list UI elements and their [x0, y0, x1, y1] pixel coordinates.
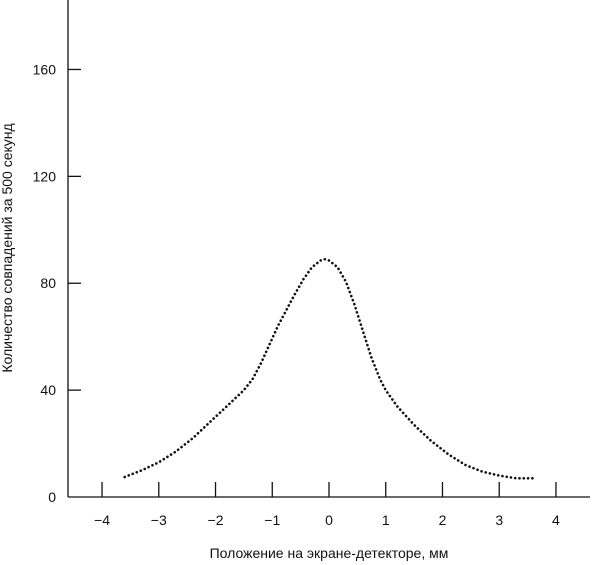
y-axis-title: Количество совпадений за 500 секунд [0, 123, 15, 372]
x-tick-label: 2 [439, 512, 447, 528]
data-curve [123, 257, 535, 480]
y-axis: 0 40 80 120 160 [33, 0, 81, 505]
x-tick-label: 4 [552, 512, 560, 528]
x-tick-label: −2 [208, 512, 224, 528]
y-ticks: 0 40 80 120 160 [33, 61, 81, 505]
x-tick-label: −3 [151, 512, 167, 528]
y-tick-label: 80 [40, 275, 56, 291]
x-tick-label: 3 [495, 512, 503, 528]
x-ticks: −4 −3 −2 −1 0 1 2 3 4 [94, 482, 560, 528]
y-tick-label: 120 [33, 168, 57, 184]
x-tick-label: −1 [264, 512, 280, 528]
x-tick-label: −4 [94, 512, 110, 528]
y-tick-label: 160 [33, 61, 57, 77]
x-tick-label: 1 [382, 512, 390, 528]
y-tick-label: 0 [48, 489, 56, 505]
x-axis-title: Положение на экране-детекторе, мм [210, 545, 449, 561]
y-tick-label: 40 [40, 382, 56, 398]
x-tick-label: 0 [325, 512, 333, 528]
x-axis: −4 −3 −2 −1 0 1 2 3 4 [68, 482, 590, 528]
